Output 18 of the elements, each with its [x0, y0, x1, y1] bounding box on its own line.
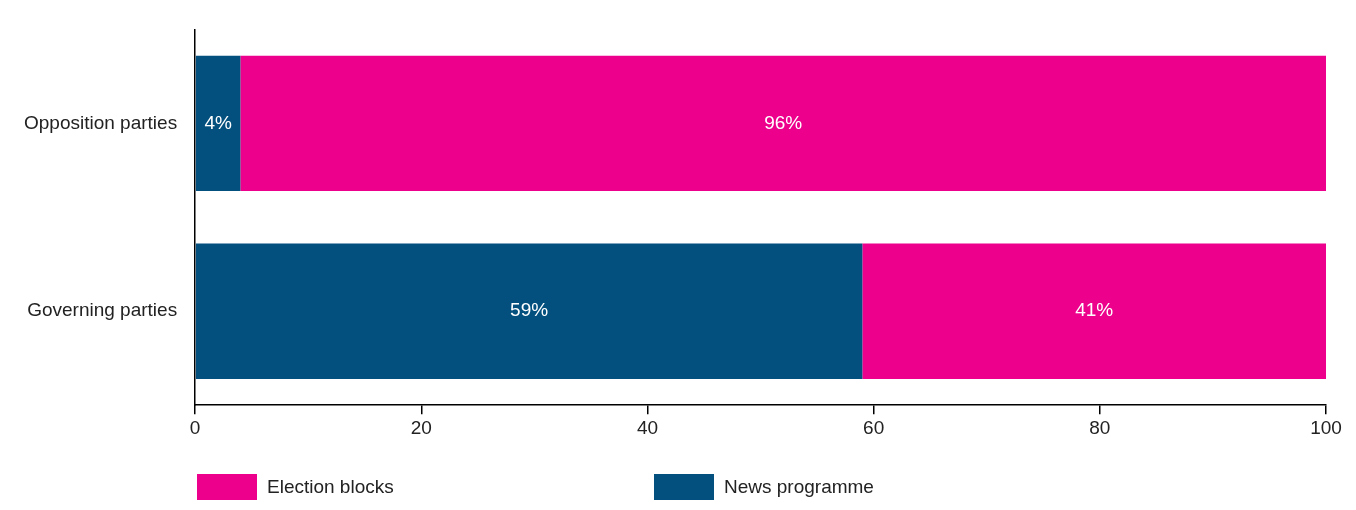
data-label: 4%	[204, 111, 232, 133]
y-tick-label: Opposition parties	[23, 111, 178, 133]
bar	[862, 243, 1326, 379]
x-tick-label: 80	[1089, 416, 1111, 438]
legend-label: News programme	[724, 476, 874, 497]
x-tick-label: 40	[636, 416, 659, 438]
data-label: 96%	[764, 111, 803, 133]
x-tick-label: 20	[410, 416, 432, 438]
x-tick-label: 0	[189, 416, 201, 438]
data-label: 41%	[1075, 299, 1114, 321]
legend-label: Election blocks	[267, 476, 394, 497]
x-tick-label: 60	[863, 416, 885, 438]
bar	[195, 243, 863, 379]
data-label: 59%	[510, 299, 549, 321]
bar	[195, 55, 241, 191]
bar	[240, 55, 1326, 191]
x-tick-label: 100	[1310, 416, 1342, 438]
y-tick-label: Governing parties	[27, 299, 178, 321]
